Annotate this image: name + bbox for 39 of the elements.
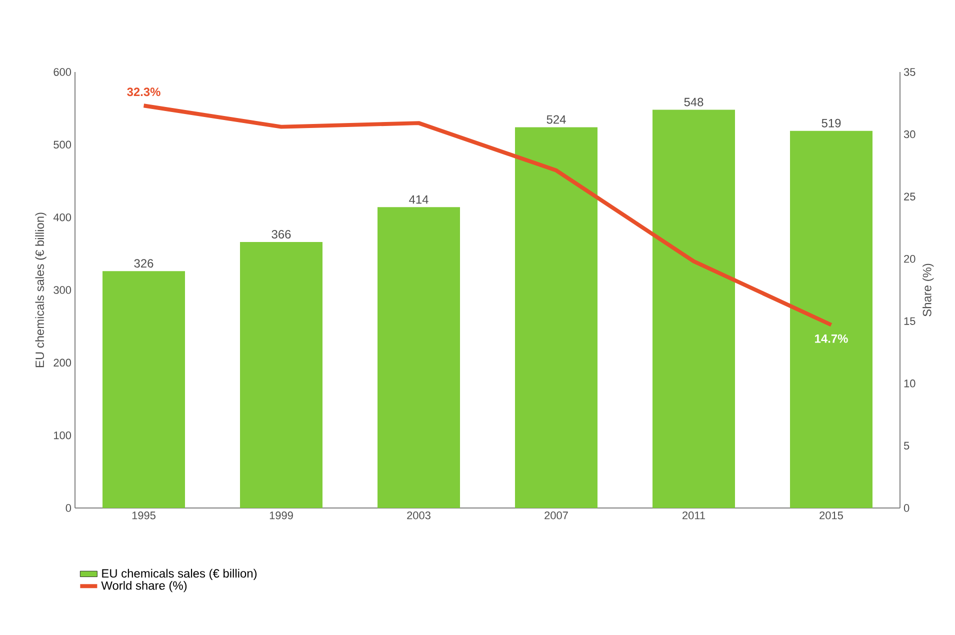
y-tick-label: 600 [54,68,72,76]
data-label: 519 [822,118,841,128]
y2-axis-title: Share (%) [922,264,934,316]
x-tick-label: 2007 [544,512,568,520]
x-tick-label: 1999 [270,512,293,520]
legend-label: EU chemicals sales (€ billion) [102,568,257,580]
y2-tick-label: 35 [904,68,916,76]
x-tick-label: 2003 [407,512,430,520]
y2-tick-label: 5 [904,442,910,450]
bar [240,242,322,508]
y2-tick-label: 25 [904,192,916,200]
y2-tick-label: 0 [904,504,910,512]
y2-tick-label: 15 [904,317,916,325]
y-tick-label: 100 [54,431,72,440]
y-tick-label: 0 [66,504,72,512]
x-tick-label: 2011 [682,512,705,520]
data-label: 548 [684,98,704,106]
bar [652,110,735,508]
legend-label: World share (%) [101,581,187,592]
data-label: 524 [546,115,566,124]
bar [378,207,460,508]
bar [102,271,185,508]
bar [790,130,873,508]
data-label: 414 [409,195,428,204]
data-label: 32.3% [127,88,160,96]
y-tick-label: 500 [54,140,72,149]
data-label: 326 [134,259,154,268]
bar [515,127,598,508]
y2-tick-label: 30 [904,130,916,138]
y-tick-label: 400 [53,213,72,222]
data-label: 366 [272,230,291,239]
y-tick-label: 300 [54,286,72,294]
x-tick-label: 2015 [820,512,843,520]
data-label: 14.7% [815,334,848,343]
x-tick-label: 1995 [132,512,156,520]
y-tick-label: 200 [54,358,72,367]
y2-tick-label: 10 [904,380,916,388]
y2-tick-label: 20 [904,254,916,263]
y-axis-title: EU chemicals sales (€ billion) [35,212,46,368]
